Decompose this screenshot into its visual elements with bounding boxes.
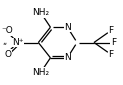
Text: F: F — [108, 26, 114, 35]
Text: F: F — [108, 50, 114, 59]
Text: ʺ: ʺ — [2, 43, 7, 52]
Text: O: O — [5, 50, 12, 59]
Text: ⁻O: ⁻O — [1, 26, 13, 35]
Text: N⁺: N⁺ — [12, 38, 23, 47]
Text: F: F — [111, 38, 116, 47]
Text: NH₂: NH₂ — [32, 68, 49, 77]
Text: NH₂: NH₂ — [32, 8, 49, 17]
Text: N: N — [64, 23, 71, 32]
Text: N: N — [64, 53, 71, 62]
